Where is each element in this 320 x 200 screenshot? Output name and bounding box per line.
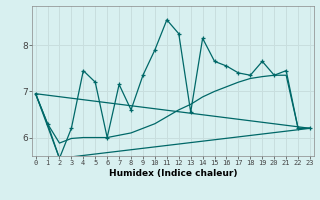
X-axis label: Humidex (Indice chaleur): Humidex (Indice chaleur) [108,169,237,178]
